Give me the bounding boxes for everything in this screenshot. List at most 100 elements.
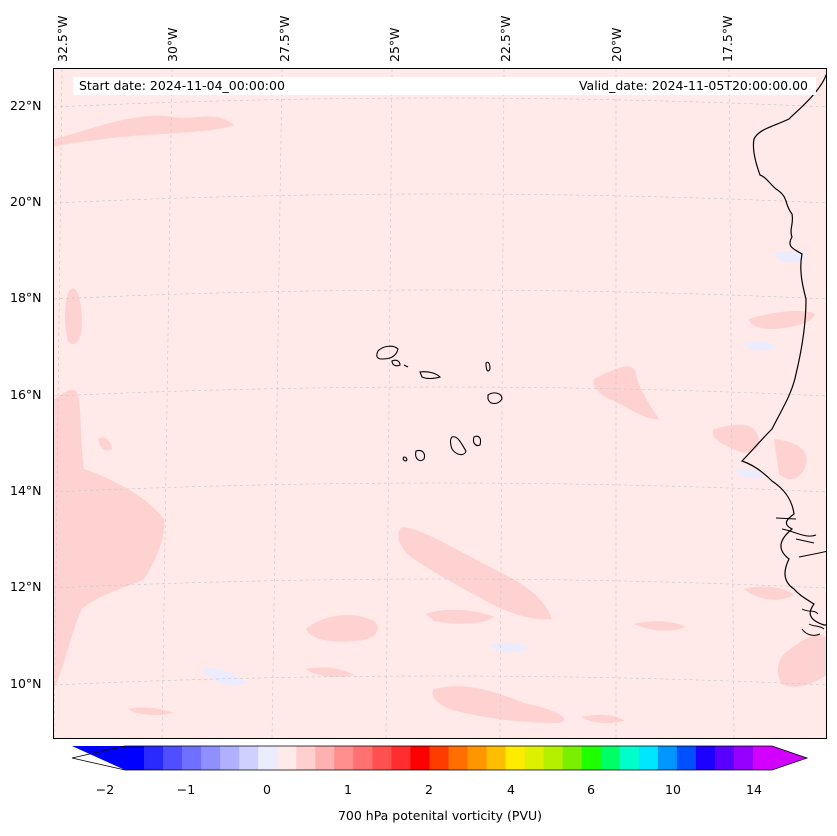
pv-patch-west-strip	[65, 288, 82, 345]
pv-negative-patch-2	[490, 642, 529, 653]
island-maio	[472, 435, 482, 447]
pv-patch-east-2	[749, 311, 815, 329]
pv-contours	[54, 115, 826, 724]
gridline-lat-12	[54, 578, 826, 589]
pv-patch-west-small	[98, 437, 112, 451]
island-santa-luzia	[403, 364, 409, 368]
pv-patch-south-2	[426, 609, 494, 624]
colorbar-cell	[543, 746, 564, 770]
colorbar-cell	[125, 746, 145, 770]
colorbar-cell	[467, 746, 488, 770]
colorbar-cell	[410, 746, 430, 770]
colorbar-cell	[676, 746, 697, 770]
island-santiago	[449, 436, 467, 456]
colorbar-cell	[657, 746, 678, 770]
pv-patch-central	[398, 527, 552, 620]
lat-label-18n: 18°N	[10, 290, 42, 305]
lon-label-27-5w: 27.5°W	[277, 15, 292, 62]
colorbar-cell	[258, 746, 278, 770]
colorbar-cell	[182, 746, 202, 770]
colorbar-tick-label: −1	[176, 782, 196, 797]
valid-date-label: Valid_date: 2024-11-05T20:00:00.00	[484, 77, 816, 95]
pv-patch-north	[54, 115, 234, 147]
pv-patch-south-1	[306, 615, 378, 642]
pv-negative-patch-5	[734, 468, 764, 479]
island-fogo	[415, 449, 426, 462]
colorbar-tick-label: 1	[344, 782, 352, 797]
colorbar-cell	[220, 746, 240, 770]
colorbar-cell	[752, 746, 773, 770]
colorbar-tick-label: 4	[507, 782, 515, 797]
colorbar-cell	[372, 746, 392, 770]
pv-patch-east-3	[712, 424, 760, 453]
colorbar-cell	[619, 746, 640, 770]
lat-label-12n: 12°N	[10, 579, 42, 594]
lat-label-22n: 22°N	[10, 98, 42, 113]
colorbar-cell	[353, 746, 373, 770]
colorbar-tick-label: 14	[746, 782, 762, 797]
lat-label-16n: 16°N	[10, 387, 42, 402]
colorbar-cell	[562, 746, 583, 770]
colorbar-left-extend	[72, 746, 125, 770]
lon-label-22-5w: 22.5°W	[498, 15, 513, 62]
colorbar-cell	[524, 746, 545, 770]
pv-patch-east-7	[634, 621, 686, 631]
colorbar-cell	[201, 746, 221, 770]
colorbar-cells	[125, 746, 773, 770]
colorbar-cell	[581, 746, 602, 770]
colorbar-cell	[315, 746, 335, 770]
coastline-west-africa	[740, 73, 826, 626]
colorbar-cell	[334, 746, 354, 770]
gridline-lon-17-5	[728, 69, 735, 738]
colorbar-cell	[391, 746, 411, 770]
island-sao-nicolau	[419, 371, 442, 380]
colorbar-cell	[144, 746, 164, 770]
pv-patch-south-3	[306, 667, 354, 677]
pv-negative-patch-3	[744, 341, 776, 351]
pv-patch-east-5	[744, 586, 794, 600]
pv-patch-south-4	[432, 686, 565, 723]
gridline-lat-18	[54, 289, 826, 300]
colorbar-cell	[505, 746, 526, 770]
pv-negative-patch-4	[774, 251, 806, 263]
gridlines	[54, 69, 826, 738]
colorbar-tick-label: 6	[587, 782, 595, 797]
gridline-lat-22	[54, 97, 826, 108]
map-canvas	[54, 69, 826, 738]
lat-label-14n: 14°N	[10, 483, 42, 498]
lon-label-32-5w: 32.5°W	[55, 15, 70, 62]
colorbar-tick-label: −2	[95, 782, 115, 797]
colorbar-right-extend	[772, 746, 807, 770]
colorbar-cell	[733, 746, 754, 770]
colorbar-cell	[429, 746, 449, 770]
gridline-lon-22-5	[499, 69, 505, 738]
colorbar-cell	[714, 746, 735, 770]
lon-label-20w: 20°W	[609, 27, 624, 62]
gridline-lon-25	[385, 69, 393, 738]
island-santo-antao	[376, 345, 399, 360]
gridline-lon-30	[161, 69, 173, 738]
lat-label-10n: 10°N	[10, 676, 42, 691]
island-sal	[485, 361, 491, 372]
colorbar-cell	[277, 746, 297, 770]
island-brava	[402, 456, 408, 462]
colorbar-cell	[486, 746, 507, 770]
colorbar-title: 700 hPa potenital vorticity (PVU)	[337, 808, 543, 823]
colorbar	[71, 745, 809, 771]
pv-patch-east-6	[777, 635, 826, 687]
pv-negative-patch-1	[202, 668, 246, 686]
colorbar-tick-label: 2	[425, 782, 433, 797]
map-panel: Start date: 2024-11-04_00:00:00 Valid_da…	[53, 68, 827, 739]
colorbar-cell	[600, 746, 621, 770]
pv-patch-east-4	[774, 439, 807, 480]
pv-patch-south-6	[128, 707, 174, 716]
gridline-lat-16	[54, 386, 826, 397]
colorbar-cell	[163, 746, 183, 770]
pv-patch-west-large	[54, 389, 165, 689]
start-date-label: Start date: 2024-11-04_00:00:00	[73, 77, 509, 95]
lat-label-20n: 20°N	[10, 194, 42, 209]
gridline-lat-10	[54, 675, 826, 686]
colorbar-outline	[71, 745, 809, 771]
lon-label-30w: 30°W	[165, 27, 180, 62]
colorbar-cell	[296, 746, 316, 770]
